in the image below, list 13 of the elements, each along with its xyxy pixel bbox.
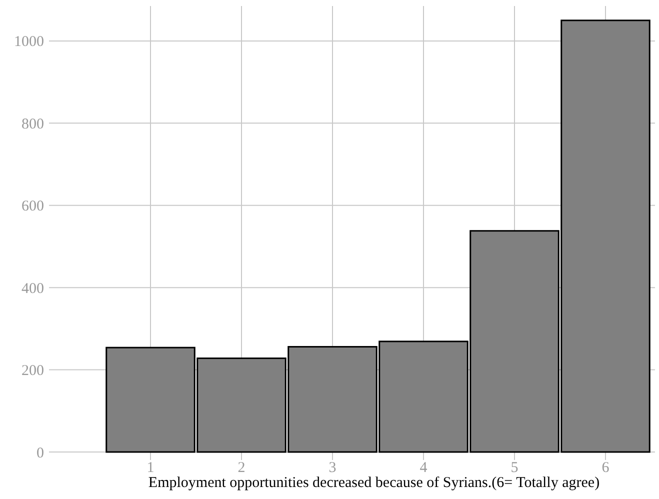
x-tick-label: 2 [238, 460, 246, 476]
x-tick-label: 1 [146, 460, 154, 476]
x-axis-title: Employment opportunities decreased because of Syrians.(6= Totally agree) [148, 475, 600, 491]
x-tick-label: 5 [510, 460, 518, 476]
x-tick-label: 4 [420, 460, 428, 476]
x-tick-label: 6 [602, 460, 610, 476]
y-tick-label: 400 [22, 280, 44, 297]
y-tick-label: 200 [22, 363, 44, 380]
y-tick-label: 600 [22, 198, 44, 215]
y-tick-label: 800 [22, 116, 44, 132]
y-tick-label: 1000 [14, 34, 44, 50]
x-tick-label: 3 [328, 460, 336, 476]
y-tick-label: 0 [36, 445, 44, 462]
